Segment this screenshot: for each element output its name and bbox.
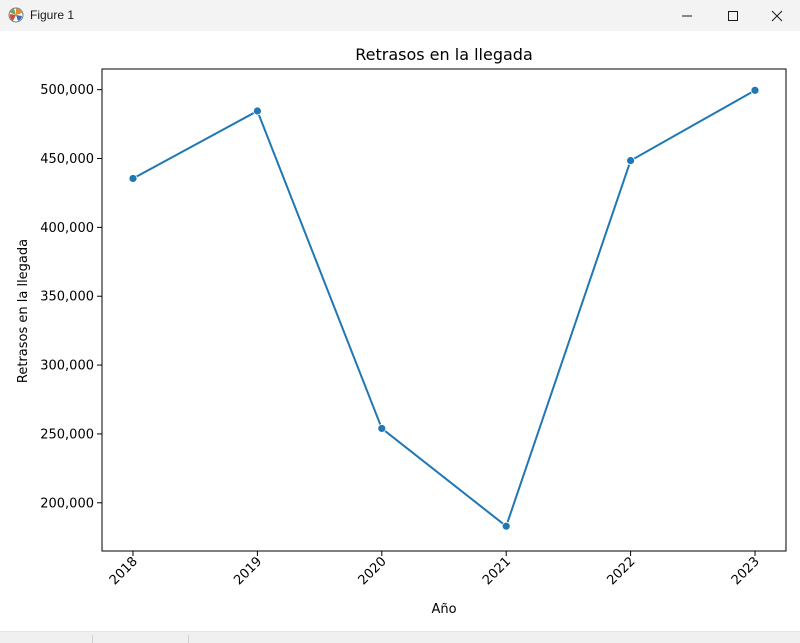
matplotlib-figure-icon [8,7,24,23]
y-tick-label: 200,000 [40,496,94,511]
series-line [132,89,756,528]
x-tick-label: 2021 [480,554,514,588]
x-tick-label: 2019 [231,554,265,588]
toolbar-separator [92,635,93,643]
plot-frame [101,68,787,552]
minimize-button[interactable] [664,0,710,31]
data-point [377,424,387,433]
y-tick-label: 500,000 [40,83,94,98]
data-point [128,174,138,183]
window-title: Figure 1 [30,8,75,22]
data-point [501,521,511,531]
y-tick-label: 250,000 [40,427,94,442]
close-button[interactable] [754,0,800,31]
maximize-icon [728,10,738,21]
chart-title: Retrasos en la llegada [355,45,533,64]
window-titlebar: Figure 1 [0,0,800,32]
x-tick-label: 2023 [729,554,763,588]
minimize-icon [682,15,692,16]
y-tick-label: 300,000 [40,359,94,374]
y-tick-label: 400,000 [40,221,94,236]
toolbar-separator [188,635,189,643]
data-point [750,85,760,95]
line-chart: Retrasos en la llegada 200,000 250,000 300… [16,45,787,617]
x-tick-label: 2020 [356,554,390,588]
x-tick-label: 2022 [604,554,638,588]
close-icon [771,10,783,21]
y-axis-label: Retrasos en la llegada [16,239,31,383]
x-axis-label: Año [431,602,456,617]
figure-toolbar [0,631,800,643]
y-tick-label: 450,000 [40,152,94,167]
x-tick-label: 2018 [107,554,141,588]
maximize-button[interactable] [710,0,756,31]
y-tick-label: 350,000 [40,290,94,305]
data-point [252,106,262,116]
figure-canvas: Retrasos en la llegada 200,000 250,000 300… [0,31,800,631]
data-point [626,156,635,165]
